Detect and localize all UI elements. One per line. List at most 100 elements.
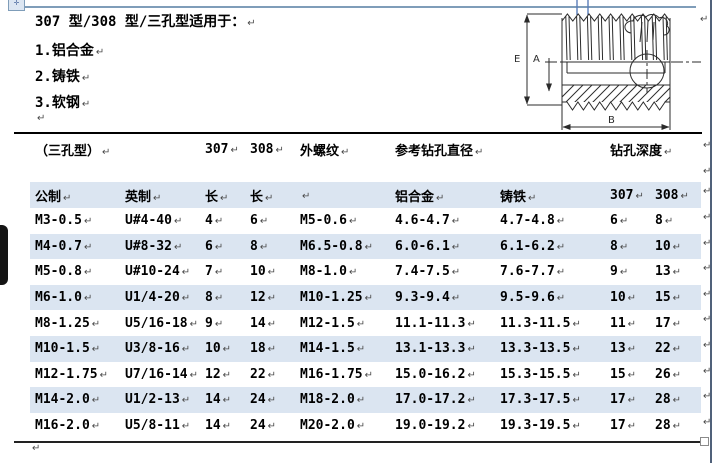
- cell-cast-iron[interactable]: 6.1-6.2 ↵: [500, 238, 566, 254]
- cell-ext-thread[interactable]: M6.5-0.8 ↵: [300, 238, 374, 254]
- col-header-empty[interactable]: ↵: [302, 190, 311, 202]
- col-header-length-307[interactable]: 长 ↵: [205, 189, 229, 205]
- cell-length-307[interactable]: 10 ↵: [205, 341, 232, 357]
- cell-length-307[interactable]: 4 ↵: [205, 213, 224, 229]
- paragraph-line[interactable]: 2.铸铁 ↵: [35, 65, 256, 91]
- cell-type-label[interactable]: （三孔型） ↵: [35, 143, 111, 159]
- cell-metric[interactable]: M4-0.7 ↵: [35, 238, 93, 254]
- cell-ext-thread[interactable]: M5-0.6 ↵: [300, 213, 358, 229]
- cell-length-307[interactable]: 9 ↵: [205, 315, 224, 331]
- col-header-aluminum[interactable]: 铝合金 ↵: [395, 189, 445, 205]
- cell-aluminum[interactable]: 11.1-11.3 ↵: [395, 315, 476, 331]
- cell-depth-308[interactable]: 13 ↵: [655, 264, 682, 280]
- cell-ext-thread[interactable]: M20-2.0 ↵: [300, 418, 366, 434]
- cell-inch[interactable]: U#8-32 ↵: [125, 238, 183, 254]
- cell-length-308[interactable]: 22 ↵: [250, 366, 277, 382]
- cell-ext-thread[interactable]: M14-1.5 ↵: [300, 341, 366, 357]
- cell-depth-307[interactable]: 11 ↵: [610, 315, 637, 331]
- cell-inch[interactable]: U1/4-20 ↵: [125, 290, 191, 306]
- cell-ext-thread[interactable]: M16-1.75 ↵: [300, 366, 374, 382]
- col-header-inch[interactable]: 英制 ↵: [125, 189, 162, 205]
- cell-depth-308[interactable]: 26 ↵: [655, 366, 682, 382]
- col-header-depth-307[interactable]: 307 ↵: [610, 187, 644, 203]
- cell-inch[interactable]: U1/2-13 ↵: [125, 392, 191, 408]
- cell-depth-307[interactable]: 9 ↵: [610, 264, 629, 280]
- cell-inch[interactable]: U5/16-18 ↵: [125, 315, 199, 331]
- cell-ref-drill-diameter-label[interactable]: 参考钻孔直径 ↵: [395, 143, 484, 159]
- cell-inch[interactable]: U#10-24 ↵: [125, 264, 191, 280]
- cell-inch[interactable]: U3/8-16 ↵: [125, 341, 191, 357]
- cell-ext-thread[interactable]: M10-1.25 ↵: [300, 290, 374, 306]
- cell-depth-307[interactable]: 15 ↵: [610, 366, 637, 382]
- cell-ext-thread[interactable]: M18-2.0 ↵: [300, 392, 366, 408]
- cell-length-308[interactable]: 24 ↵: [250, 418, 277, 434]
- cell-metric[interactable]: M12-1.75 ↵: [35, 366, 109, 382]
- cell-depth-307[interactable]: 6 ↵: [610, 213, 629, 229]
- cell-cast-iron[interactable]: 15.3-15.5 ↵: [500, 366, 581, 382]
- cell-inch[interactable]: U5/8-11 ↵: [125, 418, 191, 434]
- cell-308-label[interactable]: 308 ↵: [250, 141, 284, 157]
- cell-depth-307[interactable]: 17 ↵: [610, 418, 637, 434]
- cell-aluminum[interactable]: 6.0-6.1 ↵: [395, 238, 461, 254]
- cell-ext-thread[interactable]: M8-1.0 ↵: [300, 264, 358, 280]
- cell-aluminum[interactable]: 7.4-7.5 ↵: [395, 264, 461, 280]
- cell-length-308[interactable]: 18 ↵: [250, 341, 277, 357]
- cell-aluminum[interactable]: 13.1-13.3 ↵: [395, 341, 476, 357]
- paragraph-line[interactable]: 1.铝合金 ↵: [35, 39, 256, 65]
- cell-metric[interactable]: M6-1.0 ↵: [35, 290, 93, 306]
- cell-inch[interactable]: U7/16-14 ↵: [125, 366, 199, 382]
- col-header-cast-iron[interactable]: 铸铁 ↵: [500, 189, 537, 205]
- cell-length-308[interactable]: 24 ↵: [250, 392, 277, 408]
- cell-length-307[interactable]: 7 ↵: [205, 264, 224, 280]
- paragraph-line[interactable]: 3.软钢 ↵: [35, 91, 256, 117]
- cell-metric[interactable]: M14-2.0 ↵: [35, 392, 101, 408]
- cell-aluminum[interactable]: 4.6-4.7 ↵: [395, 213, 461, 229]
- cell-length-308[interactable]: 8 ↵: [250, 238, 269, 254]
- cell-cast-iron[interactable]: 9.5-9.6 ↵: [500, 290, 566, 306]
- cell-depth-308[interactable]: 22 ↵: [655, 341, 682, 357]
- col-header-metric[interactable]: 公制 ↵: [35, 189, 72, 205]
- cell-metric[interactable]: M8-1.25 ↵: [35, 315, 101, 331]
- cell-length-307[interactable]: 8 ↵: [205, 290, 224, 306]
- cell-metric[interactable]: M10-1.5 ↵: [35, 341, 101, 357]
- cell-depth-308[interactable]: 28 ↵: [655, 418, 682, 434]
- cell-length-307[interactable]: 14 ↵: [205, 392, 232, 408]
- threaded-insert-drawing[interactable]: E A B: [505, 0, 710, 132]
- cell-depth-307[interactable]: 10 ↵: [610, 290, 637, 306]
- cell-cast-iron[interactable]: 13.3-13.5 ↵: [500, 341, 581, 357]
- cell-metric[interactable]: M16-2.0 ↵: [35, 418, 101, 434]
- cell-307-label[interactable]: 307 ↵: [205, 141, 239, 157]
- empty-paragraph[interactable]: ↵: [35, 106, 45, 126]
- cell-cast-iron[interactable]: 7.6-7.7 ↵: [500, 264, 566, 280]
- cell-aluminum[interactable]: 9.3-9.4 ↵: [395, 290, 461, 306]
- cell-aluminum[interactable]: 19.0-19.2 ↵: [395, 418, 476, 434]
- cell-metric[interactable]: M5-0.8 ↵: [35, 264, 93, 280]
- cell-depth-308[interactable]: 15 ↵: [655, 290, 682, 306]
- cell-depth-307[interactable]: 13 ↵: [610, 341, 637, 357]
- cell-cast-iron[interactable]: 19.3-19.5 ↵: [500, 418, 581, 434]
- cell-depth-307[interactable]: 8 ↵: [610, 238, 629, 254]
- paragraph-title[interactable]: 307 型/308 型/三孔型适用于： ↵: [35, 10, 256, 36]
- col-header-length-308[interactable]: 长 ↵: [250, 189, 274, 205]
- cell-ext-thread[interactable]: M12-1.5 ↵: [300, 315, 366, 331]
- cell-length-308[interactable]: 6 ↵: [250, 213, 269, 229]
- cell-cast-iron[interactable]: 17.3-17.5 ↵: [500, 392, 581, 408]
- cell-metric[interactable]: M3-0.5 ↵: [35, 213, 93, 229]
- cell-depth-307[interactable]: 17 ↵: [610, 392, 637, 408]
- cell-depth-308[interactable]: 28 ↵: [655, 392, 682, 408]
- table-resize-handle[interactable]: [700, 437, 709, 446]
- left-edge-tab[interactable]: [0, 225, 8, 285]
- cell-depth-308[interactable]: 17 ↵: [655, 315, 682, 331]
- cell-length-307[interactable]: 6 ↵: [205, 238, 224, 254]
- cell-length-308[interactable]: 10 ↵: [250, 264, 277, 280]
- cell-cast-iron[interactable]: 11.3-11.5 ↵: [500, 315, 581, 331]
- cell-length-307[interactable]: 12 ↵: [205, 366, 232, 382]
- table-spacer-row[interactable]: ↵: [30, 162, 711, 182]
- cell-length-307[interactable]: 14 ↵: [205, 418, 232, 434]
- cell-external-thread-label[interactable]: 外螺纹 ↵: [300, 143, 350, 159]
- cell-drill-depth-label[interactable]: 钻孔深度 ↵: [610, 143, 673, 159]
- col-header-depth-308[interactable]: 308 ↵: [655, 187, 689, 203]
- cell-aluminum[interactable]: 17.0-17.2 ↵: [395, 392, 476, 408]
- cell-length-308[interactable]: 14 ↵: [250, 315, 277, 331]
- cell-cast-iron[interactable]: 4.7-4.8 ↵: [500, 213, 566, 229]
